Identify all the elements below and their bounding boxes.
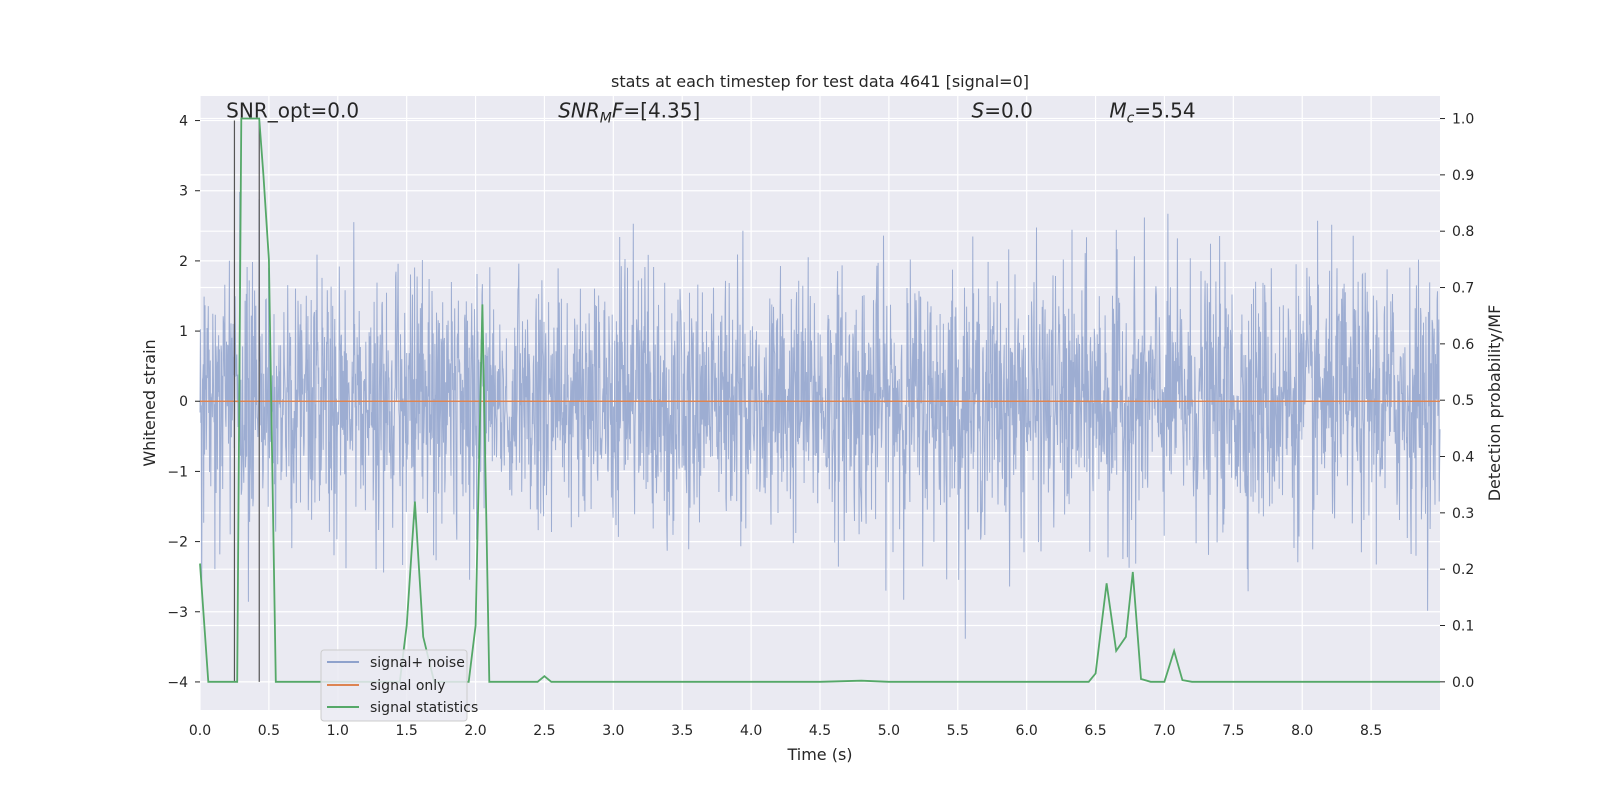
x-tick-label: 8.0: [1291, 723, 1313, 739]
x-tick-label: 0.5: [258, 723, 280, 739]
x-tick-labels: 0.0 0.5 1.0 1.5 2.0 2.5 3.0 3.5 4.0 4.5 5.0 5.5 6.0 6…: [189, 723, 1382, 739]
y-tick-label-right: 0.1: [1452, 619, 1474, 635]
y-tick-label-right: 0.8: [1452, 224, 1474, 240]
legend-label-signal-noise: signal+ noise: [370, 655, 465, 671]
y-tick-label-right: 0.7: [1452, 281, 1474, 297]
annotation-mc: Mc=5.54: [1109, 99, 1195, 127]
x-tick-label: 4.0: [740, 723, 762, 739]
y-tick-label-left: 2: [179, 254, 188, 270]
x-tick-label: 4.5: [809, 723, 831, 739]
x-tick-label: 1.0: [327, 723, 349, 739]
y-tick-labels-right: 1.0 0.9 0.8 0.7 0.6 0.5 0.4 0.3 0.2 0.1 0.0: [1440, 112, 1474, 691]
chart-title: stats at each timestep for test data 464…: [611, 72, 1029, 91]
y-tick-label-left: 0: [179, 394, 188, 410]
legend-label-signal-only: signal only: [370, 678, 445, 694]
y-tick-label-right: 0.6: [1452, 337, 1474, 353]
y-tick-label-right: 0.4: [1452, 450, 1474, 466]
legend-box: [320, 649, 468, 722]
y-tick-label-left: −4: [167, 675, 188, 691]
x-tick-label: 7.0: [1153, 723, 1175, 739]
x-tick-label: 8.5: [1360, 723, 1382, 739]
x-tick-label: 6.0: [1016, 723, 1038, 739]
y-tick-label-left: 3: [179, 184, 188, 200]
y-tick-label-right: 0.2: [1452, 562, 1474, 578]
y-tick-label-right: 0.9: [1452, 168, 1474, 184]
x-tick-label: 5.0: [878, 723, 900, 739]
y-tick-labels-left: 4 3 2 1 0 −1 −2 −3 −4: [167, 114, 200, 691]
y-tick-label-left: 1: [179, 324, 188, 340]
x-tick-label: 3.5: [671, 723, 693, 739]
annotation-s: S=0.0: [972, 99, 1033, 123]
grid: [199, 96, 1440, 710]
series-signal-noise-line: [199, 191, 1441, 639]
y-tick-label-left: −1: [167, 464, 188, 480]
series-layer: [199, 117, 1441, 683]
x-axis-label: Time (s): [786, 745, 852, 764]
annotations: SNR_opt=0.0 SNRMF=[4.35] S=0.0 Mc=5.54: [226, 99, 1195, 127]
x-tick-label: 1.5: [396, 723, 418, 739]
x-tick-label: 3.0: [602, 723, 624, 739]
x-tick-label: 7.5: [1222, 723, 1244, 739]
x-tick-label: 6.5: [1084, 723, 1106, 739]
x-tick-label: 0.0: [189, 723, 211, 739]
y-tick-label-right: 0.3: [1452, 506, 1474, 522]
y-tick-label-right: 0.5: [1452, 393, 1474, 409]
y-axis-label-right: Detection probability/MF: [1485, 305, 1504, 502]
y-tick-label-right: 0.0: [1452, 675, 1474, 691]
annotation-snr-opt: SNR_opt=0.0: [226, 99, 359, 123]
annotation-snr-mf: SNRMF=[4.35]: [558, 99, 700, 127]
y-axis-label-left: Whitened strain: [140, 339, 159, 466]
x-tick-label: 5.5: [947, 723, 969, 739]
legend-label-signal-statistics: signal statistics: [370, 700, 478, 716]
legend: signal+ noise signal only signal statist…: [320, 649, 478, 722]
series-signal-statistics-line: [199, 117, 1440, 683]
x-tick-label: 2.5: [533, 723, 555, 739]
y-tick-label-left: 4: [179, 114, 188, 130]
y-tick-label-left: −2: [167, 535, 188, 551]
y-tick-label-left: −3: [167, 605, 188, 621]
x-tick-label: 2.0: [464, 723, 486, 739]
y-tick-label-right: 1.0: [1452, 112, 1474, 128]
